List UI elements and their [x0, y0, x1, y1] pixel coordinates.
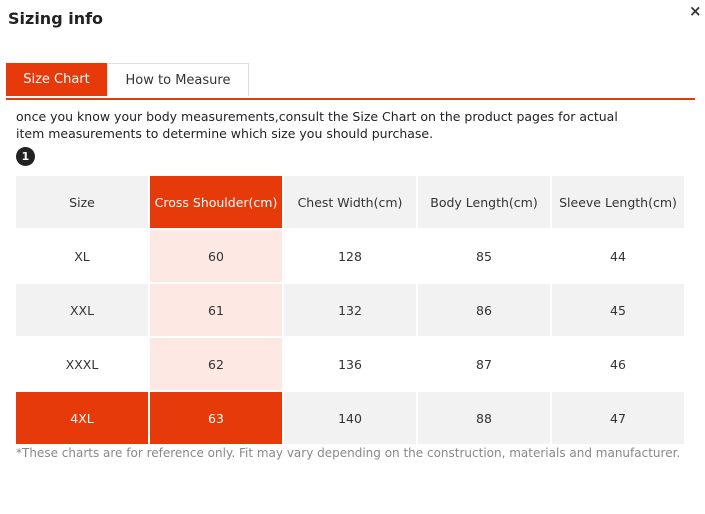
intro-text: once you know your body measurements,con… — [16, 109, 618, 141]
table-row: XL 60 128 85 44 — [16, 230, 684, 282]
cell-cross-shoulder: 63 — [150, 392, 282, 444]
cell-chest-width: 136 — [284, 338, 416, 390]
table-row: XXL 61 132 86 45 — [16, 284, 684, 336]
cell-size: XXL — [16, 284, 148, 336]
header-cross-shoulder: Cross Shoulder(cm) — [150, 176, 282, 228]
cell-body-length: 88 — [418, 392, 550, 444]
header-body-length: Body Length(cm) — [418, 176, 550, 228]
cell-cross-shoulder: 61 — [150, 284, 282, 336]
tab-bar: Size Chart How to Measure — [6, 63, 695, 100]
cell-body-length: 86 — [418, 284, 550, 336]
cell-size: 4XL — [16, 392, 148, 444]
tab-size-chart[interactable]: Size Chart — [6, 63, 107, 96]
cell-body-length: 87 — [418, 338, 550, 390]
dialog-title: Sizing info — [8, 9, 104, 28]
cell-chest-width: 140 — [284, 392, 416, 444]
cell-sleeve-length: 44 — [552, 230, 684, 282]
size-chart-table: Size Cross Shoulder(cm) Chest Width(cm) … — [14, 174, 686, 446]
cell-body-length: 85 — [418, 230, 550, 282]
header-chest-width: Chest Width(cm) — [284, 176, 416, 228]
header-sleeve-length: Sleeve Length(cm) — [552, 176, 684, 228]
cell-size: XL — [16, 230, 148, 282]
table-row-highlighted: 4XL 63 140 88 47 — [16, 392, 684, 444]
header-size: Size — [16, 176, 148, 228]
cell-cross-shoulder: 62 — [150, 338, 282, 390]
cell-size: XXXL — [16, 338, 148, 390]
table-header-row: Size Cross Shoulder(cm) Chest Width(cm) … — [16, 176, 684, 228]
step-number-badge: 1 — [16, 147, 35, 166]
cell-sleeve-length: 45 — [552, 284, 684, 336]
footnote: *These charts are for reference only. Fi… — [16, 446, 681, 460]
close-icon[interactable]: × — [689, 2, 702, 20]
cell-cross-shoulder: 60 — [150, 230, 282, 282]
cell-chest-width: 128 — [284, 230, 416, 282]
cell-chest-width: 132 — [284, 284, 416, 336]
table-row: XXXL 62 136 87 46 — [16, 338, 684, 390]
tab-how-to-measure[interactable]: How to Measure — [107, 63, 249, 96]
cell-sleeve-length: 46 — [552, 338, 684, 390]
cell-sleeve-length: 47 — [552, 392, 684, 444]
